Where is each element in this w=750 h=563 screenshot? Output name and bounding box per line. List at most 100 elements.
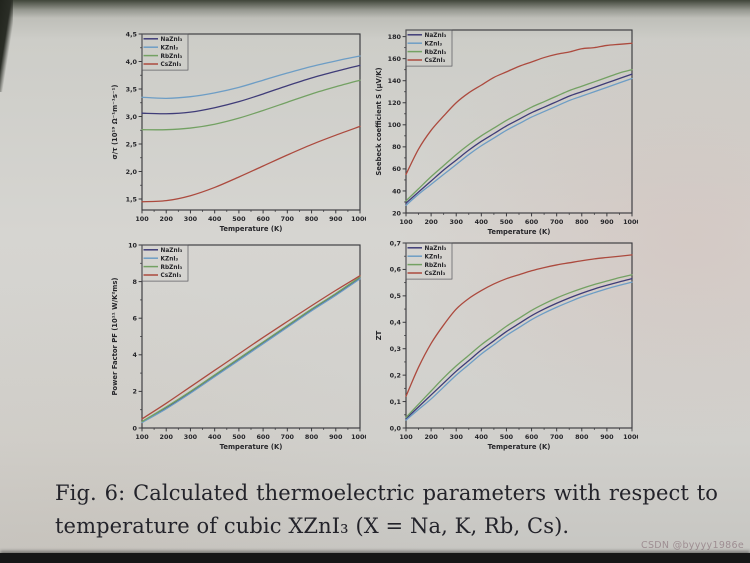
y-tick-label: 160	[388, 55, 402, 63]
y-tick-label: 4	[133, 351, 138, 359]
y-axis-label: Seebeck coefficient S (μV/K)	[375, 67, 383, 175]
x-tick-label: 900	[600, 433, 614, 441]
x-tick-label: 500	[500, 218, 514, 226]
y-tick-label: 6	[133, 315, 138, 323]
legend-label: RbZnI₃	[425, 50, 447, 56]
x-tick-label: 500	[232, 433, 246, 441]
series-line	[141, 79, 361, 131]
x-tick-label: 800	[575, 218, 589, 226]
x-tick-label: 300	[184, 215, 198, 223]
series-line	[141, 276, 361, 423]
x-tick-label: 100	[399, 433, 413, 441]
x-tick-label: 400	[475, 433, 489, 441]
figure-caption-line-1: Fig. 6: Calculated thermoelectric parame…	[55, 481, 718, 505]
series-line	[405, 274, 633, 419]
series-line	[405, 69, 633, 202]
x-tick-label: 300	[450, 433, 464, 441]
x-tick-label: 100	[135, 215, 149, 223]
legend-label: RbZnI₃	[161, 54, 183, 60]
x-tick-label: 200	[160, 215, 174, 223]
x-tick-label: 600	[525, 433, 539, 441]
series-line	[405, 278, 633, 420]
y-tick-label: 180	[388, 33, 402, 41]
legend-label: NaZnI₃	[161, 37, 183, 43]
y-tick-label: 60	[392, 165, 401, 173]
x-tick-label: 100	[399, 218, 413, 226]
series-line	[141, 55, 361, 100]
y-tick-label: 120	[388, 99, 402, 107]
legend-label: RbZnI₃	[425, 263, 447, 269]
series-line	[405, 73, 633, 204]
y-tick-label: 40	[392, 187, 401, 195]
x-tick-label: 700	[281, 433, 295, 441]
x-axis-label: Temperature (K)	[488, 228, 551, 236]
legend: NaZnI₃ KZnI₃ RbZnI₃ CsZnI₃	[405, 242, 453, 280]
legend-label: NaZnI₃	[425, 246, 447, 252]
figure-caption: Fig. 6: Calculated thermoelectric parame…	[55, 477, 718, 543]
legend-label: RbZnI₃	[161, 265, 183, 271]
x-tick-label: 200	[160, 433, 174, 441]
series-line	[141, 64, 361, 115]
x-tick-label: 900	[329, 215, 343, 223]
legend-label: KZnI₃	[425, 254, 443, 260]
x-tick-label: 800	[305, 433, 319, 441]
y-tick-label: 8	[133, 278, 138, 286]
y-tick-label: 0,7	[390, 239, 401, 247]
y-tick-label: 3,0	[126, 113, 138, 121]
legend-label: CsZnI₃	[425, 58, 446, 64]
legend: NaZnI₃ KZnI₃ RbZnI₃ CsZnI₃	[405, 29, 453, 67]
x-tick-label: 200	[424, 218, 438, 226]
x-tick-label: 600	[256, 215, 270, 223]
y-tick-label: 1,5	[126, 195, 137, 203]
y-tick-label: 0,0	[390, 424, 402, 432]
y-tick-label: 0,5	[390, 292, 401, 300]
legend-label: CsZnI₃	[161, 62, 182, 68]
y-tick-label: 0,4	[390, 319, 402, 327]
legend-label: CsZnI₃	[161, 273, 182, 279]
x-axis-label: Temperature (K)	[220, 443, 283, 451]
y-tick-label: 100	[388, 121, 402, 129]
series-line	[405, 254, 633, 397]
y-tick-label: 140	[388, 77, 402, 85]
legend-label: KZnI₃	[425, 41, 443, 47]
series-line	[405, 42, 633, 176]
y-tick-label: 80	[392, 143, 401, 151]
series-lines	[405, 254, 633, 421]
x-tick-label: 700	[281, 215, 295, 223]
series-line	[141, 277, 361, 423]
x-tick-label: 300	[450, 218, 464, 226]
x-tick-label: 600	[525, 218, 539, 226]
x-tick-label: 400	[208, 433, 222, 441]
x-tick-label: 200	[424, 433, 438, 441]
series-line	[141, 125, 361, 203]
x-tick-label: 500	[232, 215, 246, 223]
series-line	[405, 77, 633, 206]
y-tick-label: 2,5	[126, 140, 137, 148]
x-tick-label: 900	[600, 218, 614, 226]
csdn-watermark: CSDN @byyyy1986e	[641, 540, 744, 551]
series-lines	[141, 275, 361, 424]
y-tick-label: 0,2	[390, 371, 401, 379]
series-line	[141, 278, 361, 424]
y-axis-label: ZT	[375, 330, 383, 340]
legend-label: NaZnI₃	[161, 248, 183, 254]
x-tick-label: 500	[500, 433, 514, 441]
x-tick-label: 800	[305, 215, 319, 223]
